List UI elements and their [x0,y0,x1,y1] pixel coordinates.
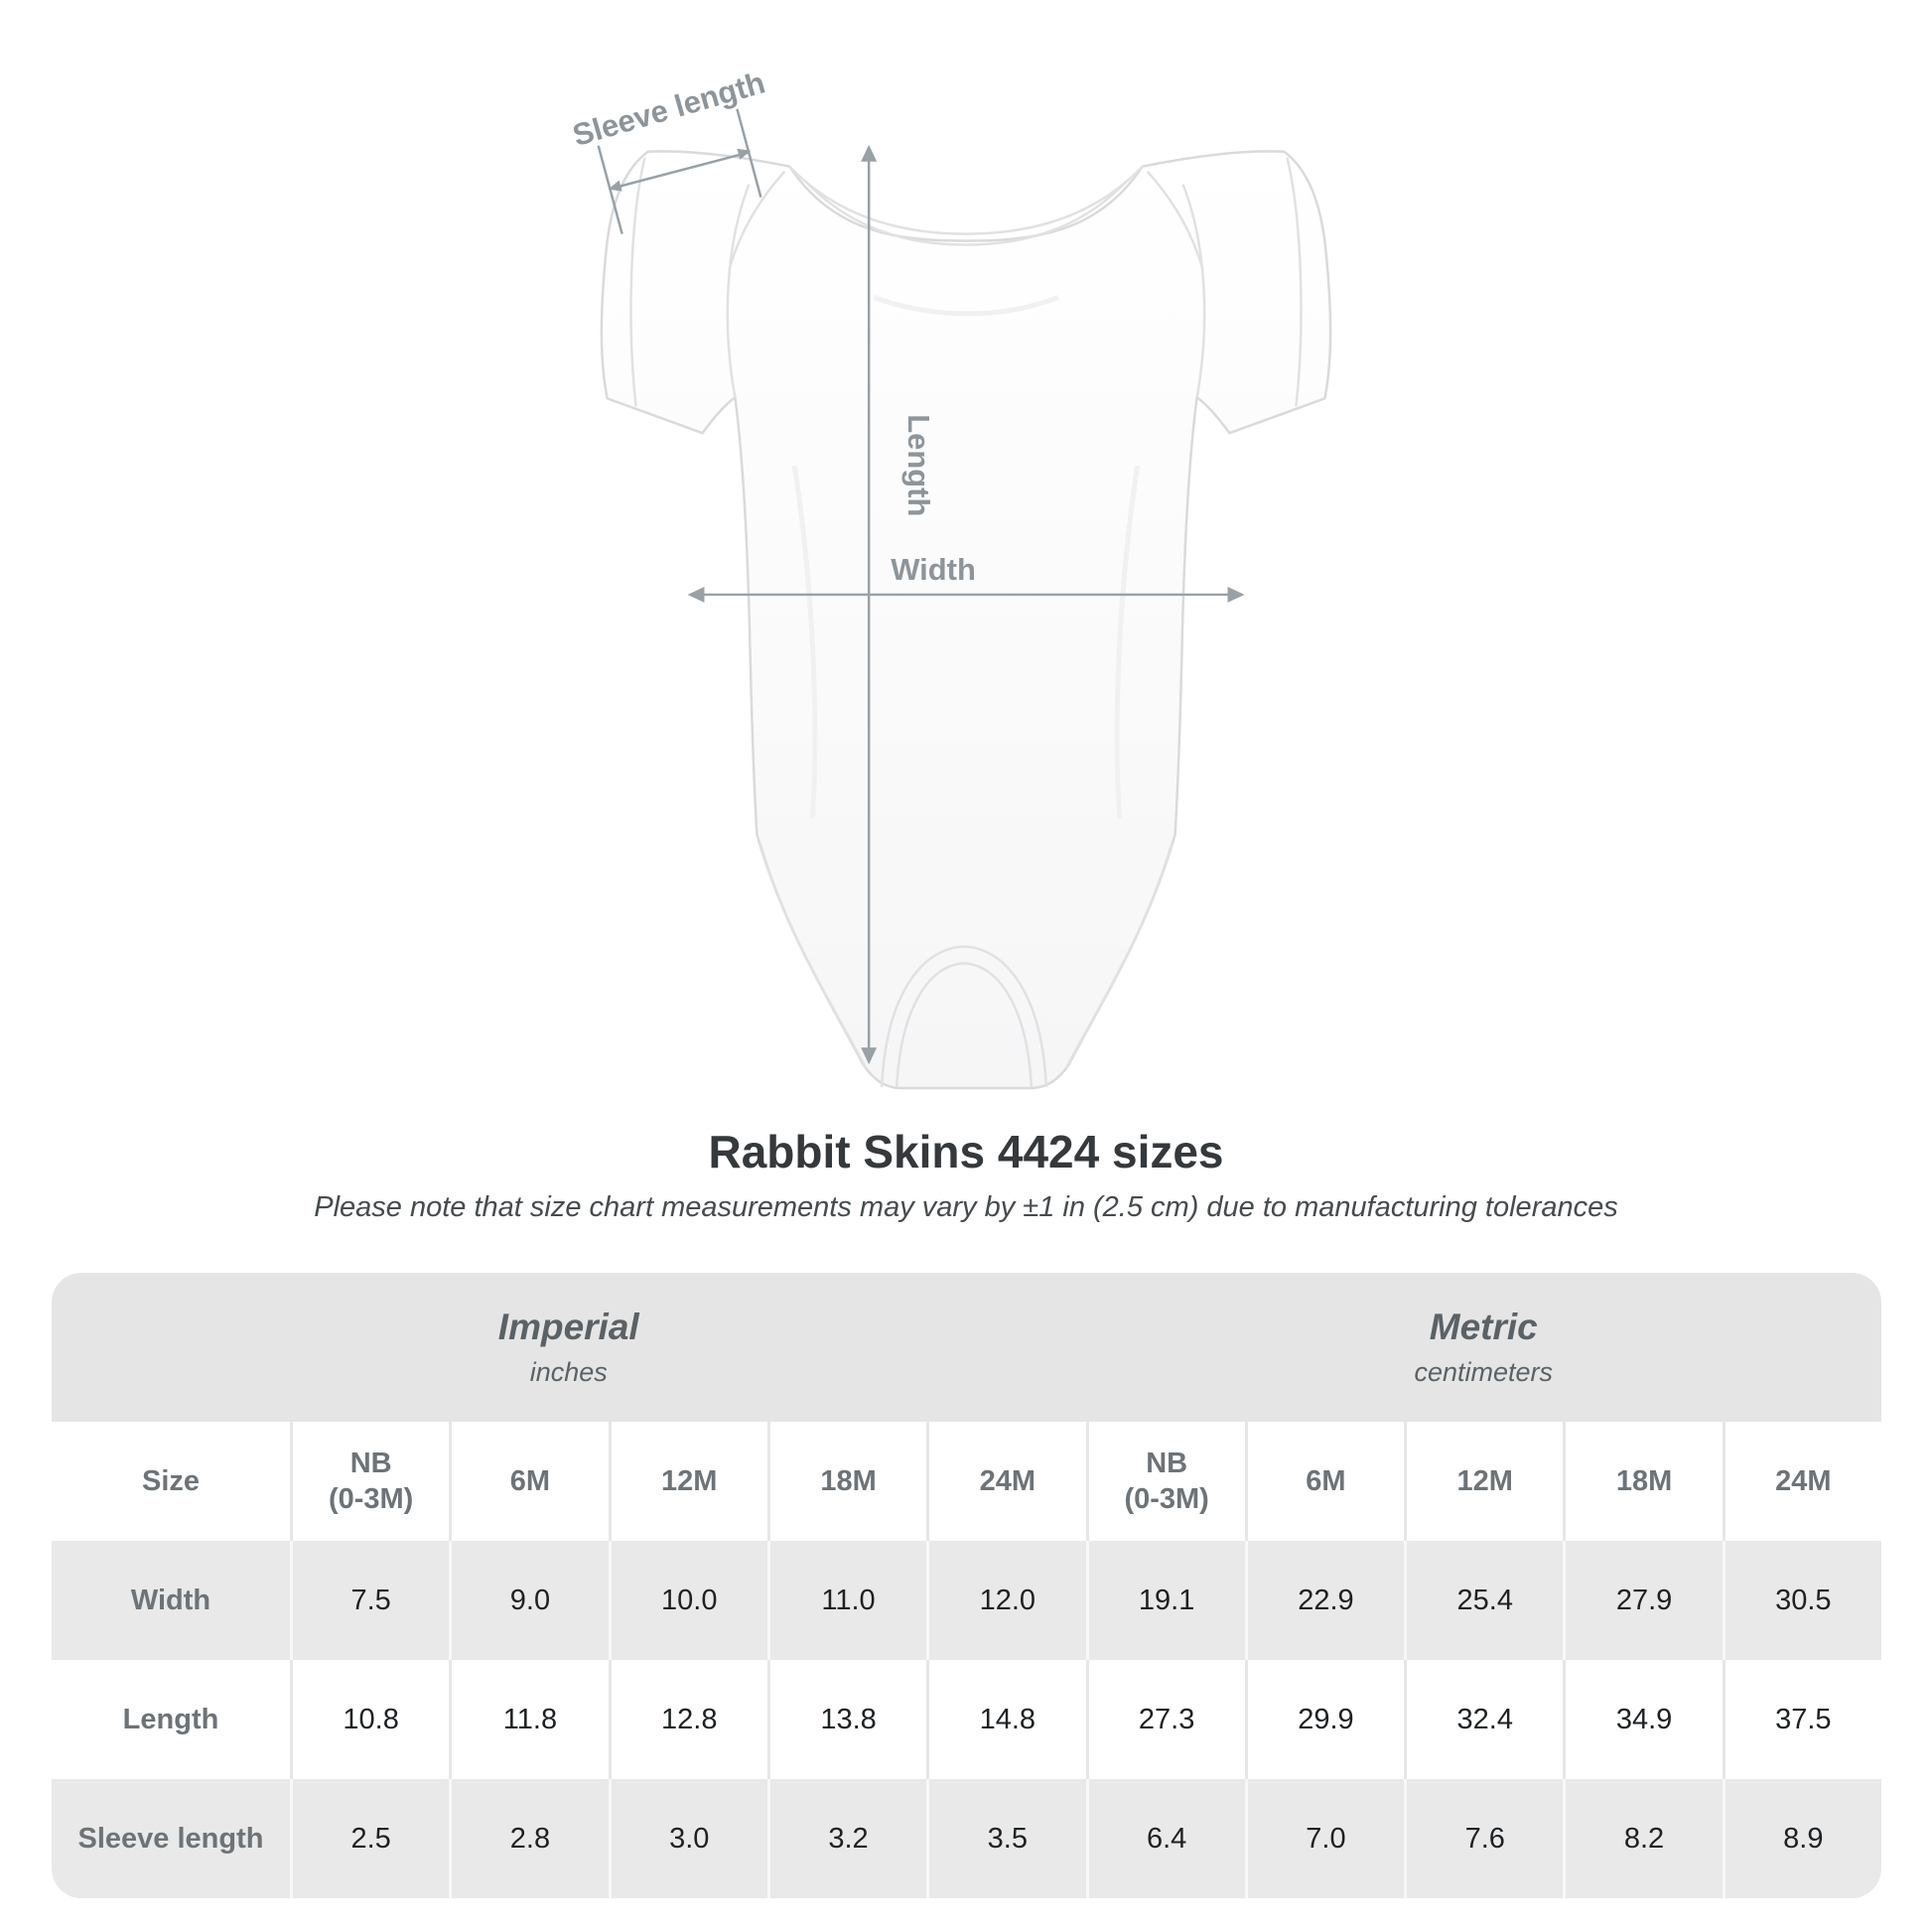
length-label: Length [901,414,936,516]
sleeve-metric-24m: 8.9 [1722,1779,1881,1898]
dimension-annotations [597,108,1245,1065]
width-imperial-6m: 9.0 [449,1541,609,1660]
sleeve-metric-nb: 6.4 [1085,1779,1245,1898]
sleeve-imperial-18m: 3.2 [766,1779,927,1898]
width-metric-24m: 30.5 [1722,1541,1881,1660]
size-table: Imperial inches Metric centimeters Size … [52,1273,1881,1898]
imperial-header: Imperial inches [52,1273,1086,1422]
length-imperial-nb: 10.8 [290,1660,450,1779]
page-title: Rabbit Skins 4424 sizes [708,1126,1224,1177]
width-imperial-24m: 12.0 [926,1541,1086,1660]
width-row-label: Width [52,1541,290,1660]
length-metric-12m: 32.4 [1404,1660,1564,1779]
size-header-imperial-18m: 18M [766,1422,927,1541]
width-metric-12m: 25.4 [1404,1541,1564,1660]
metric-header: Metric centimeters [1085,1273,1881,1422]
sleeve-row-label: Sleeve length [52,1779,290,1898]
sleeve-metric-18m: 8.2 [1563,1779,1723,1898]
width-imperial-18m: 11.0 [766,1541,927,1660]
metric-unit: centimeters [1414,1357,1554,1387]
sleeve-imperial-nb: 2.5 [290,1779,450,1898]
imperial-unit: inches [529,1357,608,1387]
length-imperial-18m: 13.8 [766,1660,927,1779]
sleeve-imperial-12m: 3.0 [608,1779,767,1898]
length-metric-6m: 29.9 [1244,1660,1405,1779]
imperial-label: Imperial [497,1307,639,1347]
width-imperial-nb: 7.5 [290,1541,450,1660]
onesie-illustration [600,150,1332,1090]
length-metric-nb: 27.3 [1085,1660,1245,1779]
size-header-imperial-24m: 24M [926,1422,1086,1541]
size-header-imperial-6m: 6M [449,1422,609,1541]
length-imperial-24m: 14.8 [926,1660,1086,1779]
sleeve-imperial-24m: 3.5 [926,1779,1086,1898]
size-header-metric-nb: NB (0-3M) [1085,1422,1245,1541]
sleeve-metric-12m: 7.6 [1404,1779,1564,1898]
sleeve-length-label: Sleeve length [569,65,768,153]
length-metric-24m: 37.5 [1722,1660,1881,1779]
size-header-metric-24m: 24M [1722,1422,1881,1541]
tolerance-note: Please note that size chart measurements… [314,1191,1618,1223]
size-header-metric-18m: 18M [1563,1422,1723,1541]
width-dimension-line [687,586,1245,603]
onesie-measurement-diagram: Sleeve length Length Width [569,65,1332,1090]
length-dimension-line [861,144,878,1065]
width-metric-18m: 27.9 [1563,1541,1723,1660]
length-imperial-12m: 12.8 [608,1660,767,1779]
title-block: Rabbit Skins 4424 sizes Please note that… [0,1124,1932,1225]
width-label: Width [891,552,976,587]
size-header-metric-6m: 6M [1244,1422,1405,1541]
width-metric-6m: 22.9 [1244,1541,1405,1660]
length-imperial-6m: 11.8 [449,1660,609,1779]
metric-label: Metric [1429,1307,1538,1347]
width-metric-nb: 19.1 [1085,1541,1245,1660]
size-header-metric-12m: 12M [1404,1422,1564,1541]
sleeve-metric-6m: 7.0 [1244,1779,1405,1898]
length-row-label: Length [52,1660,290,1779]
sleeve-imperial-6m: 2.8 [449,1779,609,1898]
sleeve-dimension-line [597,108,762,234]
width-imperial-12m: 10.0 [608,1541,767,1660]
size-header-imperial-12m: 12M [608,1422,767,1541]
size-header-imperial-nb: NB (0-3M) [290,1422,450,1541]
length-metric-18m: 34.9 [1563,1660,1723,1779]
size-column-header: Size [52,1422,290,1541]
